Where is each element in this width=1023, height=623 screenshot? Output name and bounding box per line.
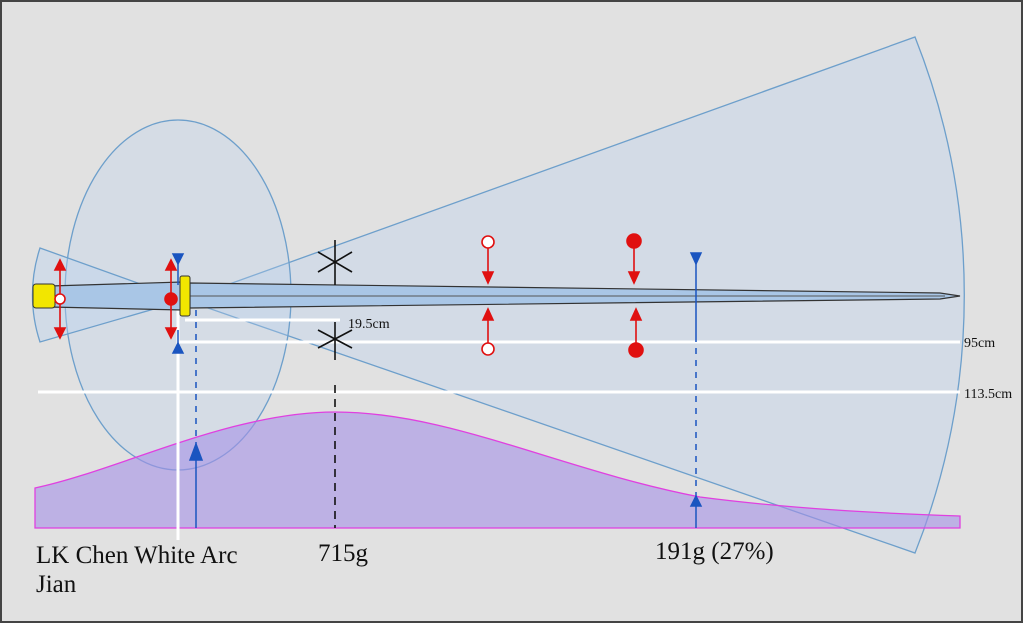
sword-name: LK Chen White Arc (36, 542, 238, 569)
mass-distribution (34, 411, 961, 529)
guard (179, 275, 191, 317)
tip-mass-label: 191g (27%) (655, 538, 774, 565)
sword-name: Jian (36, 571, 77, 598)
node-markers (53, 233, 644, 358)
grip-distance-label: 19.5cm (348, 317, 390, 332)
mass-label: 715g (318, 540, 369, 567)
pommel (32, 283, 56, 309)
handle (49, 281, 183, 311)
length-label: 113.5cm (964, 387, 1012, 402)
length-label: 95cm (964, 336, 995, 351)
pivot-markers (171, 252, 703, 528)
balance-marker (317, 240, 353, 528)
